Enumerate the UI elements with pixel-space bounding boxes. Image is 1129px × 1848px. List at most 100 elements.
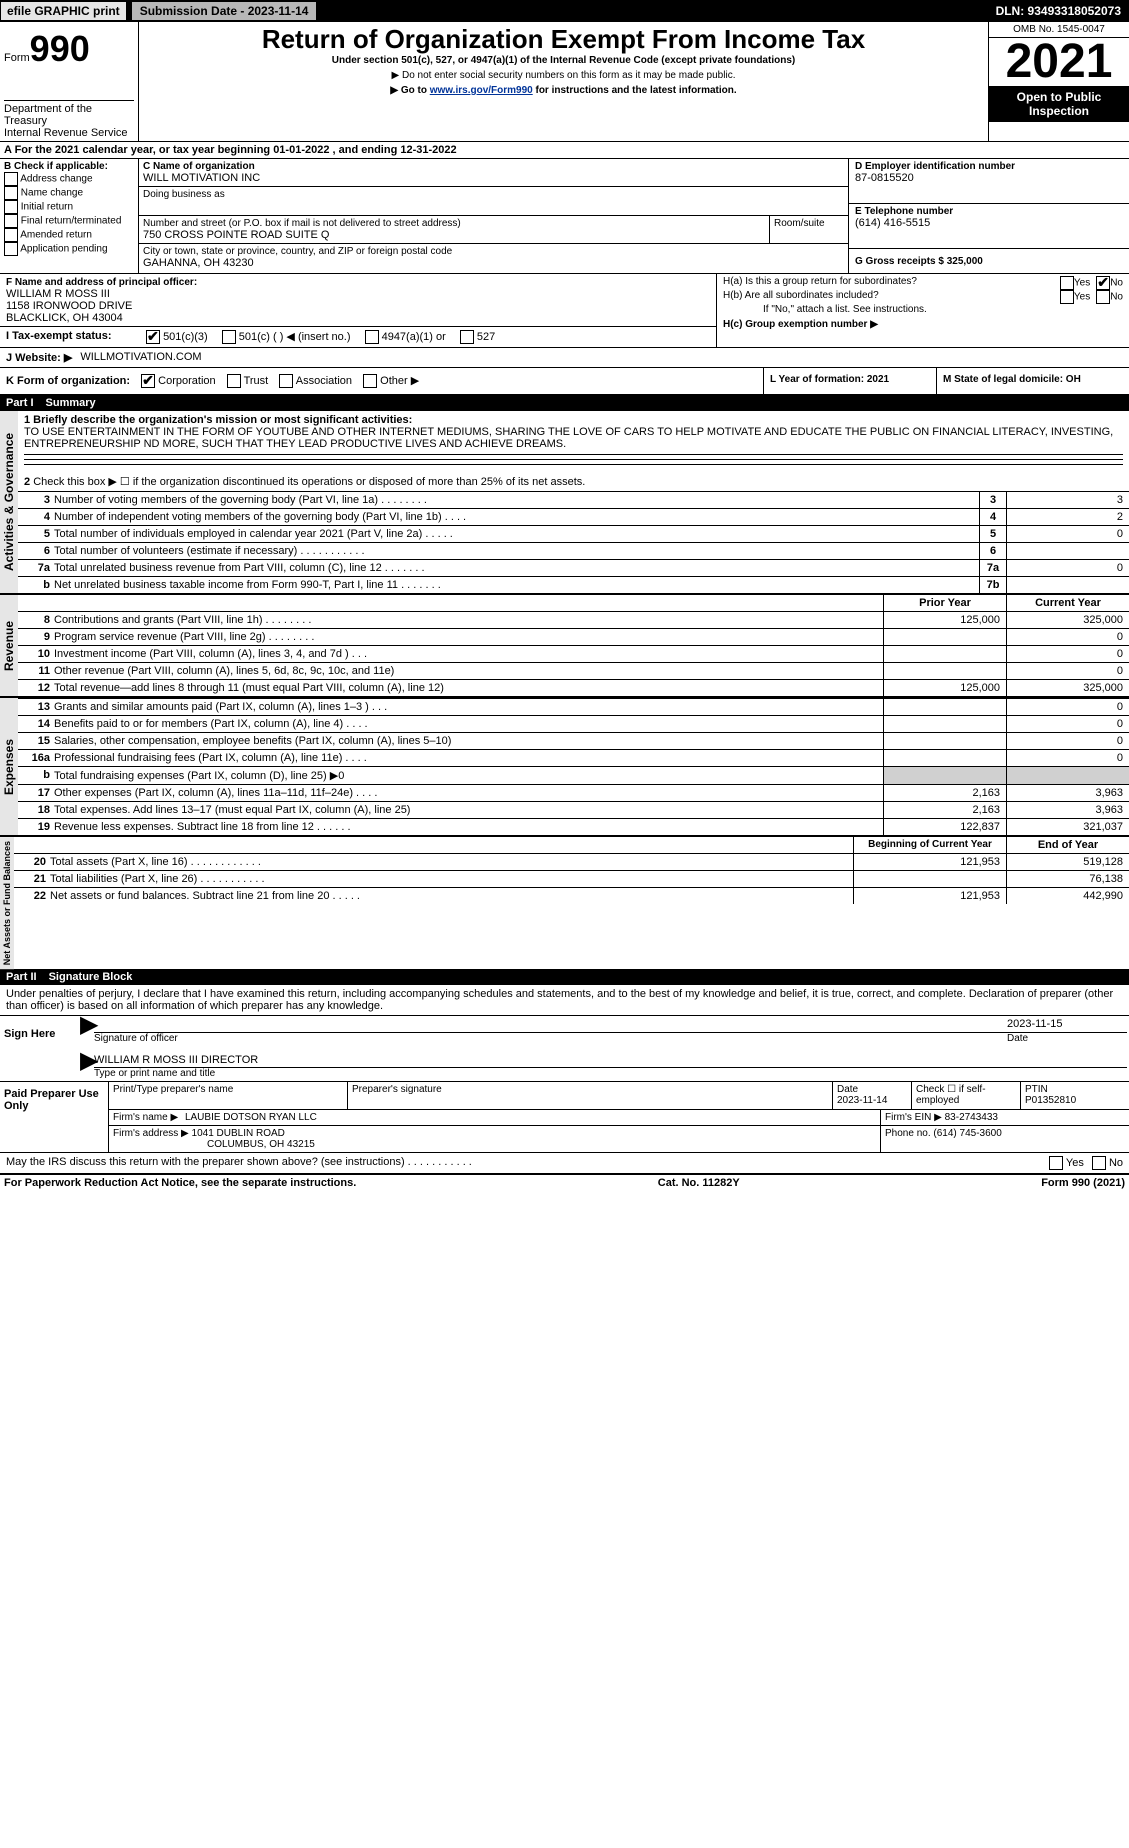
- b-heading: B Check if applicable:: [4, 161, 134, 172]
- l-label: L Year of formation: 2021: [763, 368, 936, 394]
- part1-header: Part I Summary: [0, 395, 1129, 411]
- ha-no[interactable]: No: [1096, 276, 1123, 290]
- line-a-tax-year: A For the 2021 calendar year, or tax yea…: [0, 142, 1129, 159]
- may-irs-yes[interactable]: Yes: [1049, 1156, 1084, 1170]
- k-trust[interactable]: Trust: [227, 375, 269, 387]
- exp-row-17: 17Other expenses (Part IX, column (A), l…: [18, 784, 1129, 801]
- g-label: G Gross receipts $ 325,000: [855, 256, 983, 267]
- chk-name-change[interactable]: Name change: [4, 186, 134, 200]
- chk-final-return[interactable]: Final return/terminated: [4, 214, 134, 228]
- firm-addr1: 1041 DUBLIN ROAD: [192, 1128, 285, 1139]
- chk-application-pending[interactable]: Application pending: [4, 242, 134, 256]
- footer-right: Form 990 (2021): [1041, 1177, 1125, 1189]
- k-assoc[interactable]: Association: [279, 375, 352, 387]
- submission-date-button[interactable]: Submission Date - 2023-11-14: [131, 1, 318, 21]
- k-other[interactable]: Other ▶: [363, 375, 419, 387]
- label-expenses: Expenses: [0, 698, 18, 835]
- may-irs-text: May the IRS discuss this return with the…: [6, 1156, 1049, 1170]
- col-deg: D Employer identification number 87-0815…: [848, 159, 1129, 273]
- c-label: C Name of organization: [143, 161, 844, 172]
- may-irs-row: May the IRS discuss this return with the…: [0, 1153, 1129, 1173]
- may-irs-no[interactable]: No: [1092, 1156, 1123, 1170]
- sign-here-label: Sign Here: [0, 1016, 78, 1081]
- chk-address-change[interactable]: Address change: [4, 172, 134, 186]
- label-netassets: Net Assets or Fund Balances: [0, 837, 14, 969]
- gov-row-7b: bNet unrelated business taxable income f…: [18, 576, 1129, 593]
- section-bcdefg: B Check if applicable: Address change Na…: [0, 159, 1129, 273]
- firm-name: LAUBIE DOTSON RYAN LLC: [185, 1112, 317, 1123]
- end-year-hdr: End of Year: [1006, 837, 1129, 853]
- hb-note: If "No," attach a list. See instructions…: [723, 304, 1123, 315]
- part2-header: Part II Signature Block: [0, 969, 1129, 985]
- f-label: F Name and address of principal officer:: [6, 277, 197, 288]
- row-klm: K Form of organization: Corporation Trus…: [0, 368, 1129, 395]
- net-row-20: 20Total assets (Part X, line 16) . . . .…: [14, 853, 1129, 870]
- chk-4947a1[interactable]: 4947(a)(1) or: [365, 330, 446, 344]
- firm-ein-label: Firm's EIN ▶: [885, 1112, 942, 1123]
- hb-yes[interactable]: Yes: [1060, 290, 1090, 304]
- exp-row-19: 19Revenue less expenses. Subtract line 1…: [18, 818, 1129, 835]
- label-governance: Activities & Governance: [0, 411, 18, 593]
- prep-date: 2023-11-14: [837, 1095, 907, 1106]
- tax-year: 2021: [989, 38, 1129, 86]
- part2-title: Signature Block: [49, 971, 133, 983]
- header-right: OMB No. 1545-0047 2021 Open to Public In…: [988, 22, 1129, 141]
- chk-amended-return[interactable]: Amended return: [4, 228, 134, 242]
- d-label: D Employer identification number: [855, 161, 1123, 172]
- footer-left: For Paperwork Reduction Act Notice, see …: [4, 1177, 356, 1189]
- officer-addr1: 1158 IRONWOOD DRIVE: [6, 300, 132, 312]
- ptin-label: PTIN: [1025, 1084, 1125, 1095]
- form-header: Form990 Department of the Treasury Inter…: [0, 22, 1129, 142]
- gov-row-4: 4Number of independent voting members of…: [18, 508, 1129, 525]
- penalties-text: Under penalties of perjury, I declare th…: [0, 985, 1129, 1016]
- dept-label: Department of the Treasury: [4, 100, 134, 127]
- gov-row-7a: 7aTotal unrelated business revenue from …: [18, 559, 1129, 576]
- paid-preparer-block: Paid Preparer Use Only Print/Type prepar…: [0, 1082, 1129, 1153]
- rev-row-11: 11Other revenue (Part VIII, column (A), …: [18, 662, 1129, 679]
- col-c: C Name of organization WILL MOTIVATION I…: [139, 159, 848, 273]
- ptin-value: P01352810: [1025, 1095, 1125, 1106]
- rev-row-12: 12Total revenue—add lines 8 through 11 (…: [18, 679, 1129, 696]
- chk-527[interactable]: 527: [460, 330, 495, 344]
- part2-num: Part II: [6, 971, 37, 983]
- exp-row-15: 15Salaries, other compensation, employee…: [18, 732, 1129, 749]
- street-label: Number and street (or P.O. box if mail i…: [143, 218, 765, 229]
- irs-label: Internal Revenue Service: [4, 127, 134, 139]
- part1-body: Activities & Governance 1 Briefly descri…: [0, 411, 1129, 593]
- gov-row-5: 5Total number of individuals employed in…: [18, 525, 1129, 542]
- exp-row-b: bTotal fundraising expenses (Part IX, co…: [18, 766, 1129, 784]
- street-value: 750 CROSS POINTE ROAD SUITE Q: [143, 229, 765, 241]
- phone-value: (614) 416-5515: [855, 217, 1123, 229]
- hb-no[interactable]: No: [1096, 290, 1123, 304]
- firm-name-label: Firm's name ▶: [113, 1112, 178, 1123]
- e-label: E Telephone number: [855, 206, 1123, 217]
- net-row-21: 21Total liabilities (Part X, line 26) . …: [14, 870, 1129, 887]
- prep-date-label: Date: [837, 1084, 907, 1095]
- label-revenue: Revenue: [0, 595, 18, 696]
- officer-printed: WILLIAM R MOSS III DIRECTOR: [94, 1054, 1127, 1068]
- gov-row-6: 6Total number of volunteers (estimate if…: [18, 542, 1129, 559]
- chk-initial-return[interactable]: Initial return: [4, 200, 134, 214]
- header-left: Form990 Department of the Treasury Inter…: [0, 22, 139, 141]
- line1-label: 1 Briefly describe the organization's mi…: [24, 414, 412, 426]
- dln-label: DLN: 93493318052073: [996, 4, 1129, 18]
- footer-mid: Cat. No. 11282Y: [658, 1177, 740, 1189]
- exp-row-16a: 16aProfessional fundraising fees (Part I…: [18, 749, 1129, 766]
- irs-link[interactable]: www.irs.gov/Form990: [430, 85, 533, 96]
- k-corp[interactable]: Corporation: [141, 375, 216, 387]
- efile-badge: efile GRAPHIC print: [0, 1, 127, 21]
- line2: 2 Check this box ▶ ☐ if the organization…: [18, 472, 1129, 491]
- prep-name-label: Print/Type preparer's name: [113, 1084, 343, 1095]
- exp-row-13: 13Grants and similar amounts paid (Part …: [18, 698, 1129, 715]
- firm-ein: 83-2743433: [945, 1112, 998, 1123]
- chk-501c[interactable]: 501(c) ( ) ◀ (insert no.): [222, 330, 351, 344]
- ha-yes[interactable]: Yes: [1060, 276, 1090, 290]
- self-employed-check[interactable]: Check ☐ if self-employed: [912, 1082, 1021, 1109]
- begin-year-hdr: Beginning of Current Year: [853, 837, 1006, 853]
- chk-501c3[interactable]: 501(c)(3): [146, 330, 208, 344]
- net-row-22: 22Net assets or fund balances. Subtract …: [14, 887, 1129, 904]
- part1-num: Part I: [6, 397, 34, 409]
- officer-name: WILLIAM R MOSS III: [6, 288, 110, 300]
- row-j-website: J Website: ▶ WILLMOTIVATION.COM: [0, 348, 1129, 368]
- firm-phone-label: Phone no.: [885, 1128, 931, 1139]
